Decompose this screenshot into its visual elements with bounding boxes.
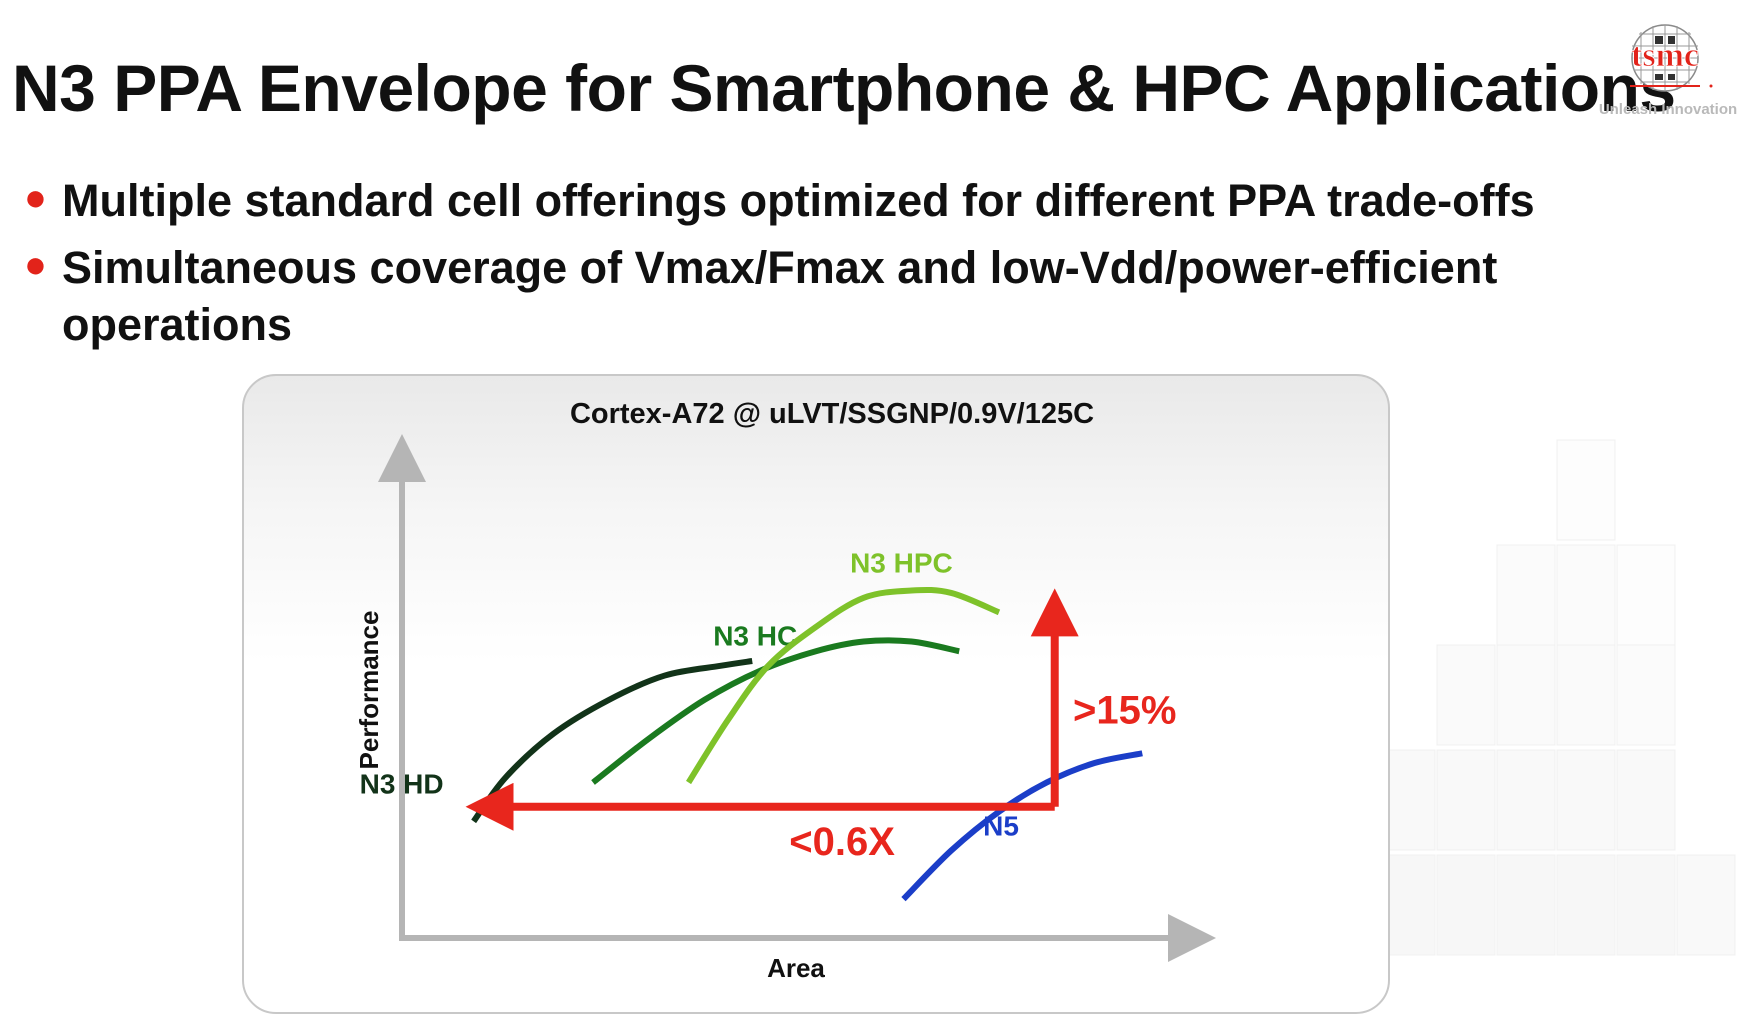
background-tile	[1496, 749, 1556, 851]
background-tile	[1616, 644, 1676, 746]
background-tile	[1616, 749, 1676, 851]
background-tile	[1616, 854, 1676, 956]
annotation-label: >15%	[1073, 689, 1176, 733]
series-line-n3-hpc	[686, 586, 1001, 785]
bullet-dot-icon: ●	[24, 177, 47, 219]
series-line-n3-hc	[591, 637, 960, 785]
background-tile	[1616, 544, 1676, 646]
background-tile	[1556, 439, 1616, 541]
series-label: N3 HPC	[850, 548, 953, 579]
bullet-dot-icon: ●	[24, 244, 47, 286]
tsmc-wordmark: tsmc	[1631, 37, 1699, 74]
chart-panel	[242, 374, 1390, 1014]
background-tile	[1496, 644, 1556, 746]
x-axis-label: Area	[767, 953, 825, 983]
background-tile	[1436, 644, 1496, 746]
background-tile	[1676, 854, 1736, 956]
background-tile	[1436, 854, 1496, 956]
annotation-label: <0.6X	[789, 820, 895, 864]
bullet-item: ● Multiple standard cell offerings optim…	[22, 172, 1582, 229]
series-label: N3 HD	[360, 768, 444, 799]
bullet-list: ● Multiple standard cell offerings optim…	[22, 172, 1582, 363]
background-tile	[1556, 854, 1616, 956]
tsmc-wafer-logo-icon: tsmc	[1630, 24, 1713, 92]
bullet-item: ● Simultaneous coverage of Vmax/Fmax and…	[22, 239, 1582, 353]
series-label: N5	[983, 811, 1019, 842]
series-line-n5	[901, 750, 1143, 902]
logo-tagline: Unleash Innovation	[1598, 101, 1738, 118]
background-tile	[1556, 544, 1616, 646]
chart-title: Cortex-A72 @ uLVT/SSGNP/0.9V/125C	[570, 398, 1094, 430]
background-tile	[1496, 854, 1556, 956]
series-label: N3 HC	[713, 621, 797, 652]
background-tile	[1556, 749, 1616, 851]
background-tile	[1496, 544, 1556, 646]
bullet-text: Simultaneous coverage of Vmax/Fmax and l…	[62, 242, 1498, 350]
series-line-n3-hd	[471, 658, 753, 824]
background-tile	[1436, 749, 1496, 851]
y-axis-label: Performance	[354, 611, 384, 770]
background-tile	[1556, 644, 1616, 746]
slide-title: N3 PPA Envelope for Smartphone & HPC App…	[12, 51, 1676, 125]
bullet-text: Multiple standard cell offerings optimiz…	[62, 175, 1535, 226]
